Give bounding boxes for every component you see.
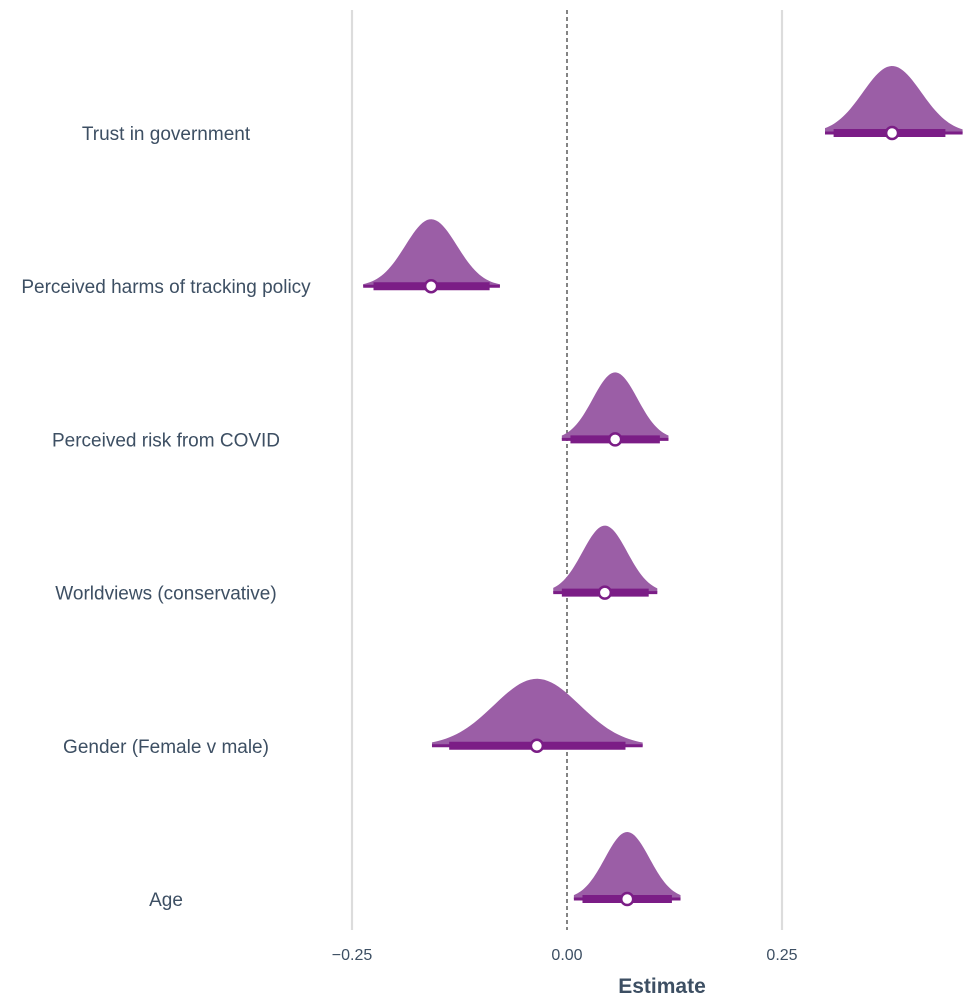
estimate-row [561,372,669,447]
estimate-row [431,678,643,754]
x-tick-label: 0.00 [551,947,582,964]
category-label: Worldviews (conservative) [55,584,276,605]
x-tick-label: 0.25 [766,947,797,964]
distributions [363,66,963,907]
category-label: Trust in government [82,124,251,145]
density-shape [825,66,963,133]
estimate-row [573,832,681,907]
x-axis-title: Estimate [618,975,706,995]
category-labels: Trust in government Perceived harms of tr… [21,124,311,911]
point-estimate [529,738,545,754]
estimate-row [825,66,963,141]
category-label: Age [149,890,183,911]
category-label: Gender (Female v male) [63,737,269,758]
density-shape [573,832,681,899]
point-estimate [884,125,900,141]
category-label: Perceived risk from COVID [52,430,280,451]
density-shape [363,219,500,287]
density-shape [553,525,658,593]
estimate-row [363,219,500,294]
estimate-row [553,525,658,600]
point-estimate [597,585,613,600]
density-shape [561,372,669,440]
point-estimate [423,278,439,294]
gridlines [350,10,784,930]
point-estimate [619,891,635,907]
x-tick-label: −0.25 [332,947,373,964]
point-estimate [607,432,623,447]
category-label: Perceived harms of tracking policy [21,277,311,298]
x-tick-labels: −0.25 0.00 0.25 [332,947,798,964]
density-shape [431,678,643,746]
